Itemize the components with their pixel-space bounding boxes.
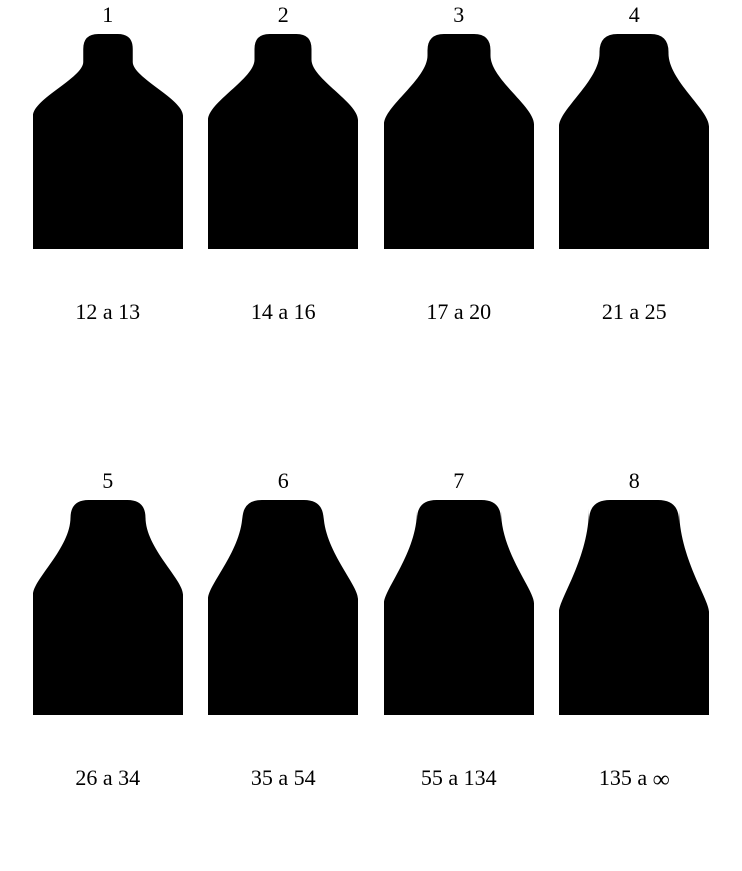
shape-silhouette: [384, 500, 534, 715]
shape-range-label: 35 a 54: [251, 765, 316, 791]
shape-range-label: 55 a 134: [421, 765, 497, 791]
shape-index-label: 7: [453, 468, 464, 494]
shape-silhouette: [208, 34, 358, 249]
shape-cell: 3 17 a 20: [371, 0, 547, 406]
shape-silhouette: [208, 500, 358, 715]
shape-range-label: 12 a 13: [75, 299, 140, 325]
shape-cell: 2 14 a 16: [196, 0, 372, 406]
shape-silhouette: [384, 34, 534, 249]
shape-cell: 5 26 a 34: [20, 466, 196, 871]
shape-index-label: 8: [629, 468, 640, 494]
shape-cell: 6 35 a 54: [196, 466, 372, 871]
shape-silhouette: [559, 500, 709, 715]
shape-range-label: 26 a 34: [75, 765, 140, 791]
shape-range-label: 17 a 20: [426, 299, 491, 325]
shape-range-label: 135 a ∞: [599, 765, 670, 794]
shape-cell: 8 135 a ∞: [547, 466, 723, 871]
shape-cell: 7 55 a 134: [371, 466, 547, 871]
shape-index-label: 3: [453, 2, 464, 28]
shape-grid: 1 12 a 13 2 14 a 16 3 17 a 20 4 21 a 25 5 26 a 34…: [0, 0, 742, 871]
shape-cell: 1 12 a 13: [20, 0, 196, 406]
shape-range-label: 21 a 25: [602, 299, 667, 325]
infinity-symbol: ∞: [653, 767, 670, 793]
shape-range-label: 14 a 16: [251, 299, 316, 325]
shape-silhouette: [33, 500, 183, 715]
shape-index-label: 4: [629, 2, 640, 28]
shape-cell: 4 21 a 25: [547, 0, 723, 406]
shape-silhouette: [559, 34, 709, 249]
shape-index-label: 1: [102, 2, 113, 28]
shape-index-label: 5: [102, 468, 113, 494]
shape-index-label: 2: [278, 2, 289, 28]
shape-index-label: 6: [278, 468, 289, 494]
shape-silhouette: [33, 34, 183, 249]
